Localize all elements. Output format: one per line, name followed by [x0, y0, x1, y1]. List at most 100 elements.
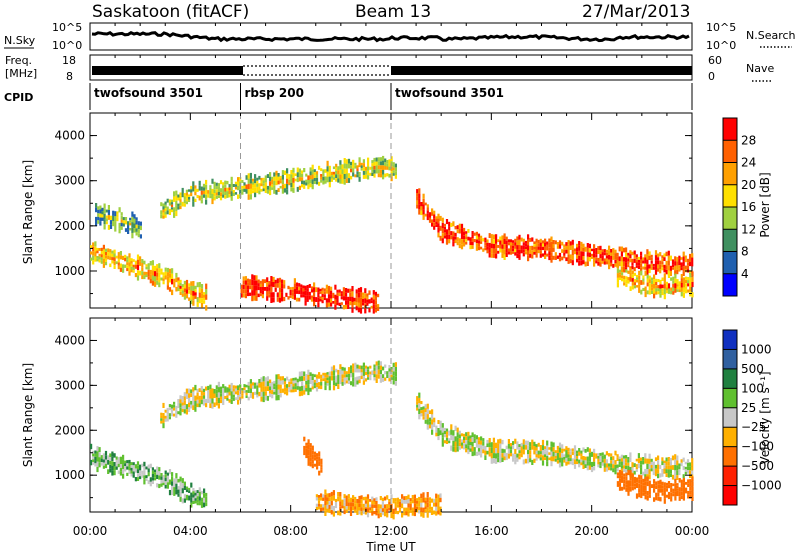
range-cell — [537, 246, 540, 250]
range-cell — [384, 162, 387, 166]
range-cell — [537, 239, 540, 244]
range-cell — [149, 481, 152, 487]
range-cell — [597, 261, 600, 266]
range-cell — [518, 234, 521, 240]
range-cell — [382, 155, 385, 161]
range-cell — [394, 504, 397, 508]
range-cell — [286, 189, 289, 195]
range-cell — [183, 295, 186, 300]
range-cell — [328, 181, 331, 188]
range-cell — [230, 176, 233, 182]
range-cell — [145, 266, 148, 270]
range-cell — [544, 238, 547, 243]
range-cell — [131, 227, 134, 233]
range-cell — [96, 451, 99, 457]
range-cell — [480, 444, 483, 449]
range-cell — [420, 202, 423, 207]
range-cell — [154, 472, 157, 475]
range-cell — [102, 263, 105, 268]
range-cell — [627, 457, 630, 460]
range-cell — [328, 497, 331, 502]
range-cell — [653, 274, 656, 280]
range-cell — [377, 307, 380, 311]
range-cell — [313, 181, 316, 184]
range-cell — [115, 261, 118, 265]
range-cell — [207, 394, 210, 399]
range-cell — [190, 299, 193, 305]
range-cell — [556, 255, 559, 259]
range-cell — [655, 481, 658, 486]
range-cell — [307, 390, 310, 396]
range-cell — [573, 464, 577, 469]
range-cell — [192, 181, 195, 187]
colorbar-swatch — [723, 427, 737, 447]
range-cell — [253, 280, 256, 286]
range-cell — [209, 190, 212, 193]
range-cell — [335, 170, 338, 175]
range-cell — [514, 245, 517, 249]
range-cell — [219, 188, 223, 193]
range-cell — [484, 240, 487, 243]
range-cell — [341, 164, 344, 170]
range-cell — [394, 376, 397, 381]
range-cell — [352, 381, 355, 387]
range-cell — [311, 373, 314, 377]
range-cell — [475, 247, 478, 251]
colorbar-tick-label: 4 — [741, 267, 749, 281]
range-cell — [339, 501, 342, 507]
range-cell — [275, 384, 278, 390]
range-cell — [405, 511, 408, 516]
range-cell — [512, 457, 515, 462]
range-cell — [134, 273, 137, 278]
range-cell — [386, 173, 389, 177]
range-cell — [625, 269, 628, 273]
range-cell — [136, 254, 140, 260]
range-cell — [516, 441, 519, 446]
range-cell — [492, 453, 495, 459]
range-cell — [196, 496, 199, 500]
range-cell — [625, 465, 628, 470]
range-cell — [480, 453, 483, 458]
range-cell — [529, 245, 532, 250]
range-cell — [356, 364, 359, 369]
range-cell — [170, 412, 174, 417]
range-cell — [168, 413, 171, 417]
range-cell — [278, 292, 282, 298]
range-cell — [369, 172, 372, 176]
range-cell — [105, 218, 108, 222]
range-cell — [268, 281, 271, 285]
range-cell — [190, 492, 193, 498]
range-cell — [522, 245, 525, 250]
range-cell — [230, 191, 233, 196]
range-cell — [228, 399, 231, 403]
range-cell — [522, 249, 525, 253]
range-cell — [330, 366, 333, 372]
range-cell — [118, 207, 121, 213]
range-cell — [96, 466, 99, 473]
range-cell — [160, 479, 163, 484]
range-cell — [272, 292, 275, 298]
range-cell — [625, 276, 628, 280]
range-cell — [139, 221, 142, 226]
station-title: Saskatoon (fitACF) — [92, 2, 249, 22]
range-cell — [102, 453, 105, 457]
range-cell — [126, 262, 129, 266]
range-cell — [373, 501, 376, 505]
range-cell — [640, 251, 643, 256]
range-cell — [358, 510, 361, 515]
range-cell — [629, 272, 632, 278]
range-cell — [458, 228, 461, 234]
range-cell — [342, 291, 345, 296]
range-cell — [369, 166, 372, 170]
range-cell — [95, 221, 98, 227]
range-cell — [550, 451, 553, 457]
range-cell — [477, 437, 481, 441]
range-cell — [283, 170, 287, 175]
range-cell — [357, 292, 360, 298]
range-cell — [262, 391, 265, 397]
range-cell — [207, 385, 210, 391]
range-cell — [260, 396, 263, 402]
range-cell — [388, 368, 391, 372]
range-cell — [605, 255, 608, 259]
